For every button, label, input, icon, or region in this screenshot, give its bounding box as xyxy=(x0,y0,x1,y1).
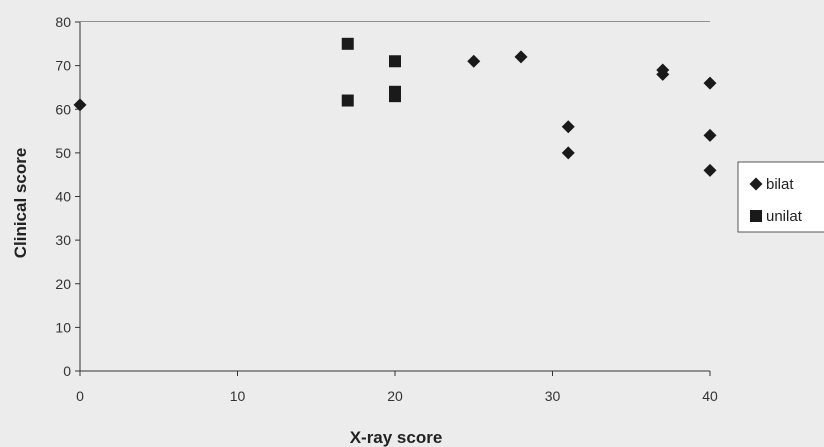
bilat-point xyxy=(467,54,481,68)
y-tick-label: 30 xyxy=(55,232,71,248)
unilat-point xyxy=(389,55,401,68)
axes xyxy=(79,22,710,372)
legend-bilat-label: bilat xyxy=(766,176,794,193)
bilat-point xyxy=(656,67,670,81)
x-tick-label: 30 xyxy=(545,388,561,404)
bilat-point xyxy=(703,76,717,90)
y-tick-label: 0 xyxy=(63,363,71,379)
bilat-point xyxy=(561,120,575,134)
legend: bilat unilat xyxy=(737,161,824,233)
x-tick-label: 0 xyxy=(76,388,84,404)
unilat-point xyxy=(389,90,401,103)
data-points xyxy=(73,37,717,177)
y-tick-label: 70 xyxy=(55,58,71,74)
legend-unilat-marker xyxy=(750,210,762,222)
y-tick-label: 10 xyxy=(55,319,71,335)
y-axis-title: Clinical score xyxy=(11,148,30,259)
legend-bilat-marker xyxy=(749,177,763,191)
bilat-point xyxy=(703,163,717,177)
x-tick-label: 20 xyxy=(387,388,403,404)
x-tick-label: 10 xyxy=(230,388,246,404)
bilat-point xyxy=(703,128,717,142)
y-tick-labels: 0 10 20 30 40 50 60 70 80 xyxy=(55,14,80,379)
bilat-point xyxy=(73,98,87,112)
x-tick-labels: 0 10 20 30 40 xyxy=(76,371,718,404)
unilat-point xyxy=(341,37,354,50)
plot-area xyxy=(80,22,710,371)
y-tick-label: 50 xyxy=(55,145,71,161)
y-tick-label: 40 xyxy=(55,189,71,205)
unilat-point xyxy=(341,94,354,107)
x-tick-label: 40 xyxy=(702,388,718,404)
bilat-point xyxy=(561,146,575,160)
y-tick-label: 60 xyxy=(55,101,71,117)
bilat-point xyxy=(514,50,528,64)
legend-unilat-label: unilat xyxy=(766,208,803,225)
x-axis-title: X-ray score xyxy=(350,428,443,447)
y-tick-label: 20 xyxy=(55,276,71,292)
y-tick-label: 80 xyxy=(55,14,71,30)
